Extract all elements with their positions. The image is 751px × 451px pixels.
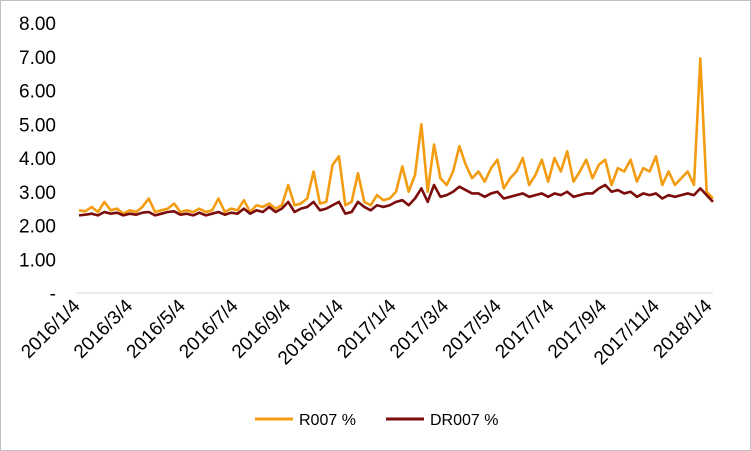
y-tick-label: 7.00 bbox=[19, 48, 56, 69]
y-tick-label: 5.00 bbox=[19, 115, 56, 136]
legend-label: DR007 % bbox=[430, 412, 498, 429]
y-tick-label: 4.00 bbox=[19, 149, 56, 170]
y-tick-label: 6.00 bbox=[19, 82, 56, 103]
legend-label: R007 % bbox=[299, 412, 356, 429]
y-tick-label: 8.00 bbox=[19, 14, 56, 35]
y-tick-label: - bbox=[50, 284, 56, 305]
y-tick-label: 1.00 bbox=[19, 250, 56, 271]
series-lines bbox=[78, 57, 714, 217]
y-axis: - 1.00 2.00 3.00 4.00 5.00 6.00 7.00 8.00 bbox=[19, 14, 56, 305]
series-line-r007 bbox=[78, 57, 714, 215]
y-tick-label: 3.00 bbox=[19, 183, 56, 204]
series-line-dr007 bbox=[78, 183, 714, 217]
x-axis: 2016/1/42016/3/42016/5/42016/7/42016/9/4… bbox=[17, 295, 716, 369]
legend: R007 % DR007 % bbox=[255, 412, 498, 429]
y-tick-label: 2.00 bbox=[19, 217, 56, 238]
x-tick-label: 2018/1/4 bbox=[649, 295, 716, 362]
